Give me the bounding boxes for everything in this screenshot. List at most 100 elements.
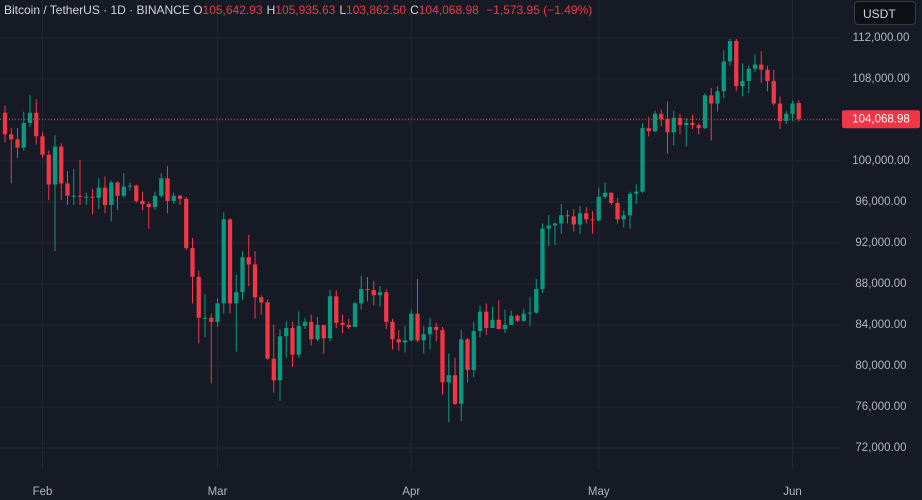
- candle-body: [371, 290, 376, 296]
- candle-body: [777, 103, 783, 121]
- x-tick-label: Feb: [33, 486, 53, 498]
- y-tick-label: 88,000.00: [855, 278, 906, 290]
- candle-body: [452, 375, 458, 404]
- last-price-label: 104,068.98: [852, 113, 910, 125]
- y-tick-label: 112,000.00: [853, 32, 910, 44]
- candle-body: [571, 216, 576, 225]
- candle-body: [421, 334, 426, 341]
- candle-body: [477, 311, 483, 332]
- candle-body: [352, 303, 358, 328]
- candle-body: [77, 195, 83, 197]
- candle-body: [46, 154, 51, 185]
- candle-body: [315, 324, 320, 340]
- candle-body: [127, 185, 133, 187]
- candle-body: [359, 289, 364, 304]
- candle-body: [34, 112, 39, 137]
- currency-button[interactable]: USDT: [854, 1, 916, 25]
- candle-body: [271, 358, 276, 381]
- x-tick-label: Apr: [402, 486, 420, 498]
- candle-body: [415, 313, 420, 341]
- x-tick-label: Mar: [208, 486, 228, 498]
- candle-body: [377, 292, 383, 296]
- candle-body: [527, 312, 533, 314]
- candle-body: [152, 195, 158, 208]
- candle-body: [627, 193, 633, 216]
- candle-body: [284, 328, 289, 337]
- candle-body: [709, 95, 714, 104]
- candle-body: [521, 313, 526, 321]
- candle-body: [677, 117, 683, 126]
- candle-body: [302, 321, 308, 326]
- candle-body: [509, 315, 514, 325]
- candle-body: [696, 125, 701, 129]
- ohlc-value: 103,862.50: [346, 3, 407, 17]
- candle-body: [546, 225, 551, 229]
- candle-body: [52, 146, 58, 185]
- candle-body: [252, 264, 258, 298]
- candle-body: [659, 113, 664, 119]
- candle-body: [615, 202, 620, 220]
- candle-body: [121, 186, 126, 196]
- candle-body: [640, 128, 645, 192]
- candle-body: [771, 80, 776, 104]
- candle-body: [259, 297, 264, 303]
- candle-body: [290, 328, 295, 355]
- candle-body: [796, 103, 801, 120]
- candle-body: [346, 324, 351, 328]
- candle-body: [727, 41, 733, 62]
- candle-body: [671, 117, 676, 133]
- y-tick-label: 92,000.00: [855, 237, 906, 249]
- candle-body: [759, 64, 764, 70]
- candle-body: [227, 219, 233, 304]
- candle-body: [115, 182, 120, 196]
- candle-body: [109, 182, 114, 206]
- candle-body: [715, 91, 720, 104]
- candle-body: [65, 183, 70, 196]
- x-tick-label: May: [588, 486, 610, 498]
- candles: [2, 38, 801, 423]
- candle-body: [2, 112, 8, 135]
- y-tick-label: 72,000.00: [855, 442, 906, 454]
- candle-body: [665, 118, 670, 133]
- candle-body: [565, 215, 570, 217]
- candle-body: [746, 68, 751, 81]
- y-tick-label: 96,000.00: [855, 196, 906, 208]
- y-tick-label: 80,000.00: [855, 360, 906, 372]
- ohlc-key: O: [193, 3, 203, 17]
- candle-body: [502, 324, 508, 330]
- candle-body: [327, 296, 333, 339]
- y-tick-label: 76,000.00: [855, 401, 906, 413]
- candle-body: [59, 146, 64, 184]
- candle-body: [515, 315, 520, 321]
- candle-body: [221, 219, 226, 304]
- candle-body: [146, 203, 151, 208]
- candle-body: [209, 317, 214, 322]
- ohlc-value: 105,642.93: [202, 3, 263, 17]
- candle-body: [434, 327, 439, 331]
- candle-body: [159, 178, 164, 196]
- candle-body: [690, 123, 695, 126]
- ohlc-legend: Bitcoin / TetherUS · 1D · BINANCE O105,6…: [4, 3, 596, 17]
- candle-body: [490, 319, 495, 329]
- y-tick-label: 100,000.00: [852, 155, 910, 167]
- candle-body: [590, 219, 595, 221]
- candle-body: [752, 64, 758, 69]
- candle-body: [246, 257, 251, 265]
- candle-body: [496, 319, 501, 330]
- candle-body: [702, 95, 708, 129]
- candle-body: [71, 195, 76, 197]
- candle-body: [552, 223, 558, 226]
- candle-body: [234, 292, 239, 304]
- candle-body: [409, 313, 414, 341]
- candle-body: [652, 113, 658, 132]
- ohlc-key: C: [410, 3, 419, 17]
- candle-body: [465, 339, 470, 371]
- last-price-tag: [842, 110, 920, 129]
- y-tick-label: 84,000.00: [855, 319, 906, 331]
- ohlc-value: 105,935.63: [275, 3, 336, 17]
- candle-body: [177, 195, 183, 199]
- candle-body: [296, 325, 301, 355]
- candle-body: [265, 302, 270, 359]
- candle-body: [384, 292, 389, 322]
- candle-body: [790, 103, 795, 114]
